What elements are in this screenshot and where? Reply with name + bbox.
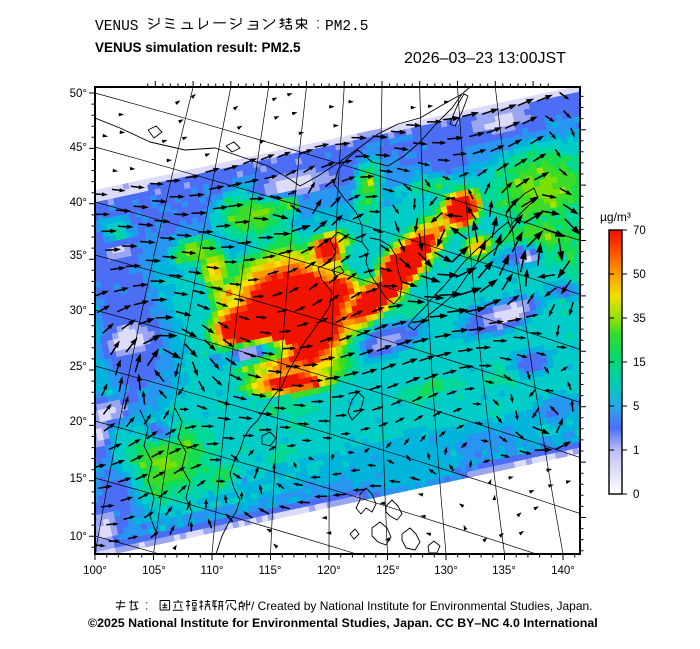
svg-text:45°: 45° <box>70 142 87 154</box>
svg-text:35: 35 <box>633 313 646 325</box>
svg-text:130°: 130° <box>434 565 458 577</box>
svg-text:2026–03–23 13:00JST: 2026–03–23 13:00JST <box>404 50 566 67</box>
svg-text:VENUS simulation result: PM2.5: VENUS simulation result: PM2.5 <box>95 40 301 55</box>
svg-text:105°: 105° <box>142 565 166 577</box>
svg-text:0: 0 <box>633 489 639 501</box>
svg-text:140°: 140° <box>551 565 575 577</box>
svg-text:/ Created by National Institut: / Created by National Institute for Envi… <box>251 599 593 613</box>
svg-text:VENUS: VENUS <box>95 19 139 35</box>
svg-text:©2025 National Institute for E: ©2025 National Institute for Environment… <box>88 616 598 630</box>
svg-text:25°: 25° <box>70 361 87 373</box>
svg-text:PM2.5: PM2.5 <box>325 19 369 35</box>
svg-text:35°: 35° <box>70 250 87 262</box>
svg-text:125°: 125° <box>376 565 400 577</box>
svg-text:115°: 115° <box>259 565 282 577</box>
svg-text:100°: 100° <box>83 565 107 577</box>
svg-text:µg/m³: µg/m³ <box>600 210 631 224</box>
svg-text:15°: 15° <box>70 473 87 485</box>
svg-text:40°: 40° <box>70 197 87 209</box>
svg-text:5: 5 <box>633 401 639 413</box>
svg-text:10°: 10° <box>70 531 87 543</box>
svg-text:20°: 20° <box>70 416 87 428</box>
svg-text:120°: 120° <box>317 565 341 577</box>
svg-text:50°: 50° <box>70 88 87 100</box>
svg-text:1: 1 <box>633 445 639 457</box>
svg-text:110°: 110° <box>201 565 224 577</box>
svg-text:50: 50 <box>633 269 646 281</box>
svg-text:30°: 30° <box>70 305 87 317</box>
svg-text:135°: 135° <box>492 565 516 577</box>
svg-text:15: 15 <box>633 357 646 369</box>
svg-text:70: 70 <box>633 225 646 237</box>
